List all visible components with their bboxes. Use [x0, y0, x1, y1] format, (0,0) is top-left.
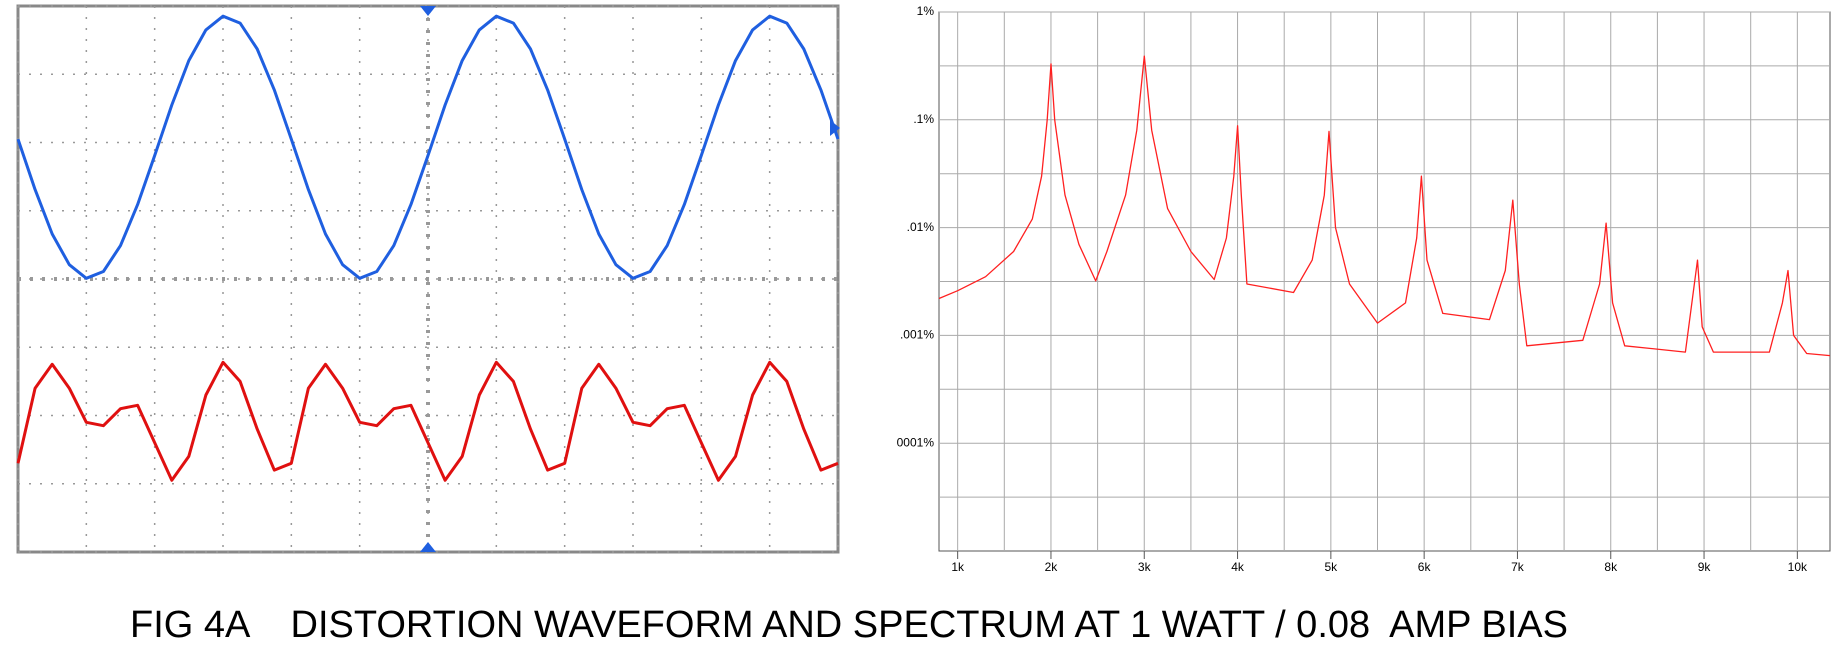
series-line [16, 14, 840, 280]
y-tick-label: .1% [913, 112, 934, 126]
x-tick-label: 6k [1418, 560, 1432, 574]
x-tick-label: 8k [1604, 560, 1618, 574]
trigger-marker [420, 542, 436, 552]
x-tick-label: 7k [1511, 560, 1525, 574]
x-tick-label: 3k [1138, 560, 1152, 574]
x-tick-label: 2k [1045, 560, 1059, 574]
y-tick-label: .001% [900, 328, 934, 342]
x-tick-label: 10k [1788, 560, 1808, 574]
caption: FIG 4A DISTORTION WAVEFORM AND SPECTRUM … [130, 604, 1568, 646]
y-tick-label: .01% [907, 220, 935, 234]
y-tick-label: 1% [917, 4, 935, 18]
x-tick-label: 5k [1325, 560, 1339, 574]
series-line [938, 55, 1831, 357]
series-line [16, 360, 839, 482]
x-tick-label: 1k [951, 560, 965, 574]
y-tick-label: 0001% [897, 435, 935, 449]
x-tick-label: 4k [1231, 560, 1245, 574]
trigger-marker [420, 6, 436, 16]
x-tick-label: 9k [1698, 560, 1712, 574]
